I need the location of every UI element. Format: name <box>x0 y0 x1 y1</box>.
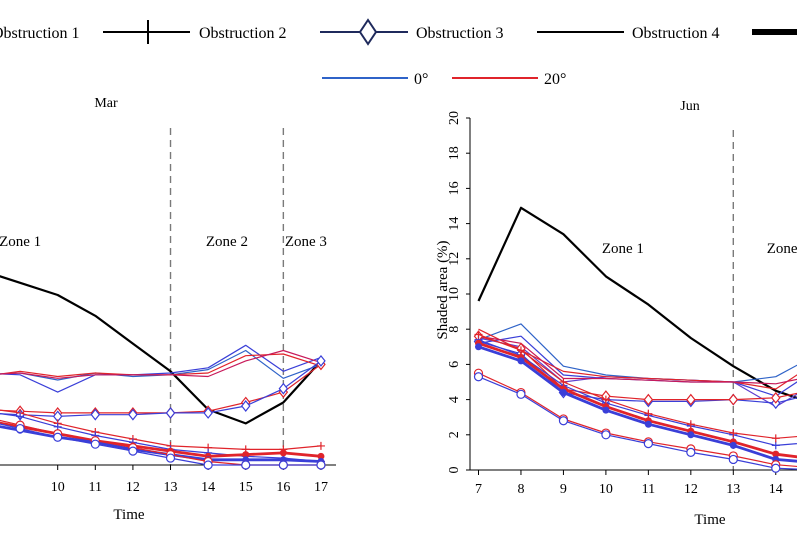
circle-marker <box>474 373 482 381</box>
x-tick-label: 14 <box>201 480 215 495</box>
y-tick-label: 0 <box>447 467 462 474</box>
series-line <box>0 420 321 456</box>
legend: Obstruction 1 Obstruction 2 Obstruction … <box>0 20 797 88</box>
x-tick-label: 8 <box>517 482 524 497</box>
legend-label-0deg: 0° <box>414 71 428 88</box>
y-tick-label: 16 <box>447 181 462 195</box>
x-axis-label-mar: Time <box>113 507 144 523</box>
circle-marker <box>517 390 525 398</box>
legend-diamond-marker <box>360 20 376 44</box>
y-tick-label: 20 <box>447 111 462 125</box>
plus-marker <box>772 434 780 442</box>
y-tick-label: 18 <box>447 146 462 160</box>
zone-label: Zone 2 <box>206 234 248 250</box>
dot-marker <box>280 449 287 456</box>
x-tick-label: 12 <box>684 482 698 497</box>
circle-marker <box>204 461 212 469</box>
zone-label: Zone <box>767 241 797 257</box>
y-tick-label: 8 <box>447 326 462 333</box>
dot-marker <box>517 357 524 364</box>
series-line <box>479 336 797 399</box>
zone-label: Zone 1 <box>602 241 644 257</box>
series-line <box>0 345 321 392</box>
series-line <box>0 364 321 413</box>
y-tick-label: 4 <box>447 396 462 403</box>
circle-marker <box>242 461 250 469</box>
series-line <box>0 420 321 465</box>
dot-marker <box>730 442 737 449</box>
circle-marker <box>167 454 175 462</box>
plus-marker <box>317 442 325 450</box>
panel-mar: Mar Time 10 11 12 13 14 15 16 17 Zone 1 Zone 2 Zon… <box>0 96 336 523</box>
legend-label-obstruction-1: Obstruction 1 <box>0 25 80 42</box>
x-tick-label: 7 <box>475 482 482 497</box>
x-tick-label: 13 <box>726 482 740 497</box>
panel-jun: Jun Time Shaded area (%) 024681012141618… <box>435 99 797 528</box>
diamond-marker <box>729 395 737 405</box>
x-tick-label: 14 <box>769 482 783 497</box>
circle-marker <box>644 440 652 448</box>
x-tick-label: 9 <box>560 482 567 497</box>
y-tick-label: 6 <box>447 361 462 368</box>
y-tick-label: 2 <box>447 431 462 438</box>
zone-label: Zone 1 <box>0 234 41 250</box>
x-tick-label: 15 <box>239 480 253 495</box>
plot-area-jun: 0 2 4 6 8 10 12 14 16 18 20 7 8 9 10 11 12 13 14 Zone 1 Zone <box>447 111 797 497</box>
x-axis-label-jun: Time <box>694 512 725 528</box>
series-line <box>0 271 321 424</box>
circle-marker <box>687 448 695 456</box>
circle-marker <box>279 461 287 469</box>
circle-marker <box>729 455 737 463</box>
dot-marker <box>602 407 609 414</box>
circle-marker <box>602 431 610 439</box>
legend-label-obstruction-4: Obstruction 4 <box>632 25 720 42</box>
legend-label-20deg: 20° <box>544 71 566 88</box>
x-tick-label: 11 <box>89 480 102 495</box>
x-tick-label: 12 <box>126 480 140 495</box>
dot-marker <box>475 343 482 350</box>
circle-marker <box>317 461 325 469</box>
circle-marker <box>16 425 24 433</box>
y-tick-label: 10 <box>447 287 462 301</box>
x-tick-label: 10 <box>51 480 65 495</box>
y-tick-label: 14 <box>447 217 462 231</box>
x-tick-label: 16 <box>276 480 290 495</box>
circle-marker <box>91 440 99 448</box>
diamond-marker <box>167 408 175 418</box>
circle-marker <box>129 447 137 455</box>
panel-title-jun: Jun <box>680 99 699 114</box>
circle-marker <box>772 464 780 472</box>
dot-marker <box>645 421 652 428</box>
zone-label: Zone 3 <box>285 234 327 250</box>
circle-marker <box>54 433 62 441</box>
legend-label-obstruction-2: Obstruction 2 <box>199 25 287 42</box>
x-tick-label: 13 <box>164 480 178 495</box>
x-tick-label: 17 <box>314 480 328 495</box>
legend-label-obstruction-3: Obstruction 3 <box>416 25 504 42</box>
dot-marker <box>687 431 694 438</box>
dot-marker <box>560 389 567 396</box>
series-line <box>479 208 797 405</box>
x-tick-label: 10 <box>599 482 613 497</box>
plot-area-mar: 10 11 12 13 14 15 16 17 Zone 1 Zone 2 Zone 3 <box>0 128 336 495</box>
x-tick-label: 11 <box>642 482 655 497</box>
series-group <box>0 271 325 469</box>
y-tick-label: 12 <box>447 252 462 266</box>
circle-marker <box>559 417 567 425</box>
series-line <box>479 335 797 439</box>
series-line <box>479 340 797 446</box>
plus-marker <box>772 441 780 449</box>
panel-title-mar: Mar <box>94 96 118 111</box>
